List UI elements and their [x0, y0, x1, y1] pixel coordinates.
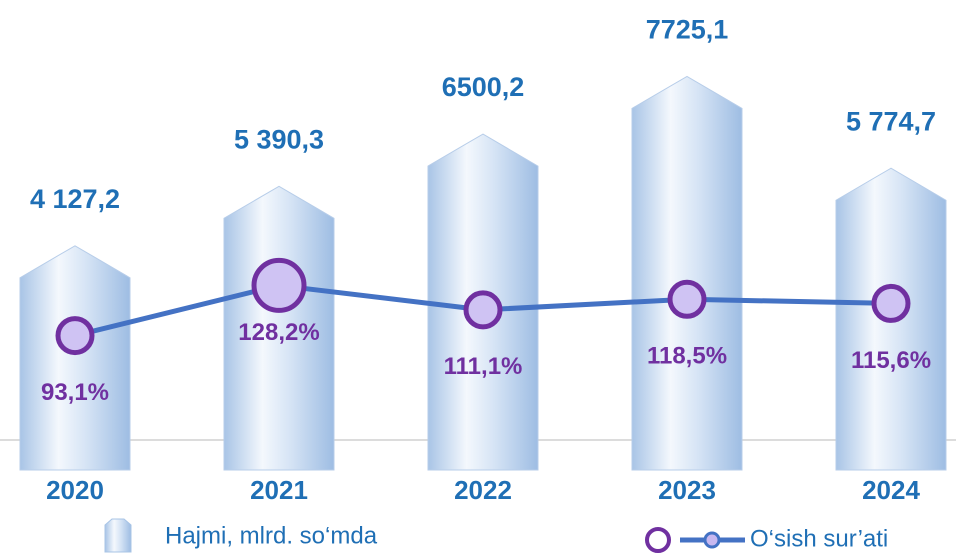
line-point — [55, 316, 95, 356]
x-tick-label: 2023 — [658, 475, 716, 505]
line-value-label: 118,5% — [647, 343, 727, 370]
legend-dot-icon — [703, 531, 721, 549]
legend-label: Hajmi, mlrd. so‘mda — [165, 522, 378, 549]
legend-label: O‘sish sur’ati — [750, 525, 888, 552]
x-tick-label: 2020 — [46, 475, 104, 505]
bar — [223, 185, 335, 471]
line-point — [667, 279, 707, 319]
bar-value-label: 5 774,7 — [846, 106, 936, 136]
legend-bar-icon — [104, 518, 132, 553]
bar-value-label: 5 390,3 — [234, 124, 324, 154]
line-point — [871, 283, 911, 323]
bar-value-label: 7725,1 — [646, 15, 729, 45]
x-tick-label: 2024 — [862, 475, 920, 505]
line-value-label: 111,1% — [444, 353, 523, 380]
bar-value-label: 6500,2 — [442, 72, 525, 102]
x-tick-label: 2022 — [454, 475, 512, 505]
line-value-label: 128,2% — [238, 319, 319, 346]
x-tick-label: 2021 — [250, 475, 308, 505]
bar-value-label: 4 127,2 — [30, 184, 120, 214]
legend-circle-icon — [645, 527, 671, 553]
line-point — [463, 290, 503, 330]
bar — [19, 245, 131, 471]
line-value-label: 115,6% — [851, 347, 931, 374]
bar — [631, 75, 743, 471]
line-value-label: 93,1% — [41, 379, 109, 406]
line-point — [251, 257, 307, 313]
